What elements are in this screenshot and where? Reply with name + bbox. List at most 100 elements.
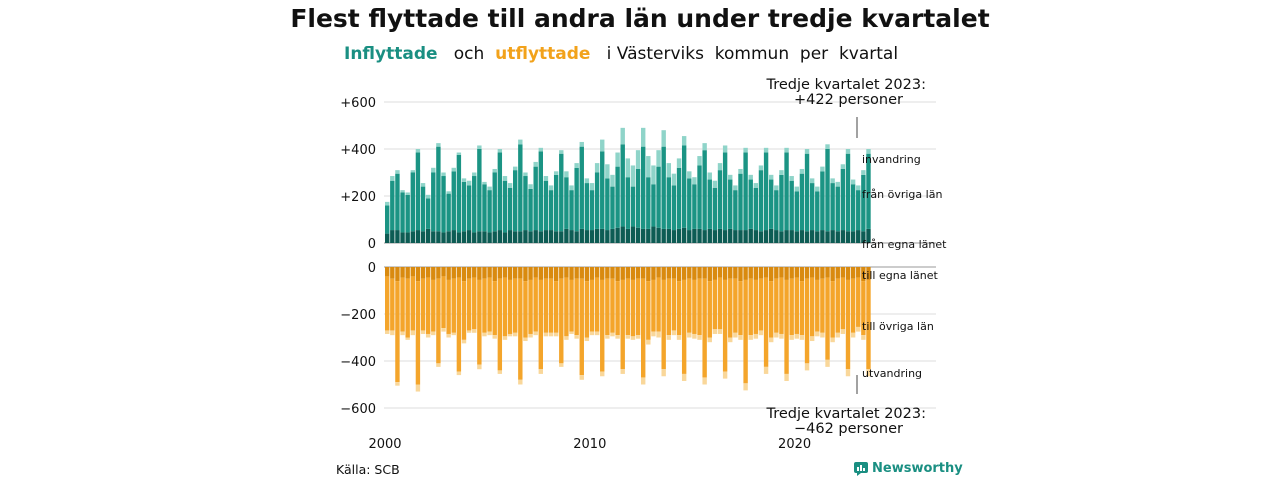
bar-out-till-övriga-län [845,279,851,370]
bar-in-från-övriga-län [574,167,579,232]
bar-out-till-egna-länet [707,267,712,282]
bar-in-från-egna-länet [866,228,871,243]
bar-in-invandring [405,192,410,195]
bar-out-utvandring [656,331,661,338]
bar-in-från-övriga-län [456,154,462,233]
bar-out-till-övriga-län [513,278,518,333]
bar-in-från-övriga-län [712,187,718,231]
bar-in-från-egna-länet [610,228,615,243]
bar-out-till-egna-länet [420,267,426,279]
bar-in-från-egna-länet [431,231,436,243]
bar-out-till-egna-länet [625,267,631,279]
bar-in-från-övriga-län [436,146,441,232]
bar-in-invandring [564,171,569,178]
bar-out-till-övriga-län [446,279,451,334]
bar-out-till-övriga-län [553,281,559,333]
bar-in-från-egna-länet [743,230,748,243]
bar-in-från-övriga-län [620,144,625,227]
bar-out-utvandring [553,332,559,337]
bar-out-till-egna-länet [763,267,769,278]
bar-in-invandring [584,178,590,184]
y-tick-label-in: +200 [340,190,376,205]
bar-in-från-övriga-län [600,151,605,229]
bar-out-utvandring [600,371,605,377]
bar-in-invandring [763,147,769,153]
bar-out-till-egna-länet [559,267,564,279]
bar-in-från-egna-länet [451,230,456,243]
bar-out-till-egna-länet [861,267,866,282]
bar-out-till-övriga-län [559,278,564,364]
bar-in-invandring [804,149,810,154]
bar-in-från-egna-länet [589,230,595,243]
bar-in-invandring [441,172,446,177]
bar-out-utvandring [861,335,866,340]
bar-out-till-egna-länet [564,267,569,278]
bar-in-från-egna-länet [641,228,646,243]
bar-in-från-egna-länet [605,230,610,243]
bar-out-till-egna-länet [748,267,753,279]
bar-out-till-övriga-län [579,278,584,376]
bar-in-från-egna-länet [507,230,513,243]
bar-out-utvandring [425,333,431,338]
bar-in-från-egna-länet [492,231,497,243]
bar-out-utvandring [815,331,820,337]
bar-out-till-övriga-län [497,278,503,371]
bar-out-till-övriga-län [630,279,636,337]
bar-in-invandring [605,164,610,179]
bar-out-till-övriga-län [656,277,661,332]
bar-out-till-egna-länet [646,267,651,282]
bar-in-från-övriga-län [390,180,395,231]
bar-out-till-övriga-län [584,281,590,338]
bar-in-från-egna-länet [646,228,651,243]
bar-out-utvandring [385,330,390,334]
bar-out-till-egna-länet [697,267,702,279]
bar-in-från-övriga-län [743,152,748,231]
bar-out-utvandring [574,335,579,339]
bar-in-invandring [743,147,748,153]
bar-out-till-övriga-län [748,278,753,336]
bar-in-från-övriga-län [748,179,753,229]
bar-in-invandring [589,183,595,191]
bar-out-utvandring [487,331,492,336]
bar-in-från-egna-länet [769,228,774,243]
bar-out-till-egna-länet [456,267,462,278]
bar-out-till-övriga-län [482,278,487,333]
bar-in-invandring [518,139,523,145]
bar-in-invandring [646,156,651,178]
bar-out-till-övriga-län [676,281,682,336]
bar-in-från-övriga-län [610,186,615,229]
bar-in-invandring [513,166,518,171]
bar-out-till-egna-länet [441,267,446,277]
bar-in-från-egna-länet [856,230,861,243]
bar-in-från-övriga-län [799,173,805,231]
bar-in-från-egna-länet [774,230,779,243]
bar-in-invandring [415,149,421,153]
y-tick-label-out: −200 [340,308,376,323]
bar-in-invandring [523,172,528,177]
bar-in-invandring [610,174,615,187]
chart-title: Flest flyttade till andra län under tred… [290,4,990,33]
bar-in-invandring [702,143,707,151]
bar-out-till-egna-länet [605,267,610,279]
bar-in-invandring [707,172,712,180]
bar-in-från-övriga-län [681,145,687,228]
bar-out-utvandring [625,335,631,339]
bar-in-invandring [600,139,605,152]
bar-out-till-övriga-län [548,278,554,333]
bar-in-från-egna-länet [789,230,794,243]
bar-in-från-egna-länet [661,228,666,243]
bar-in-från-övriga-län [477,149,482,232]
bar-in-från-övriga-län [487,190,492,233]
bar-in-från-egna-länet [830,230,835,243]
bar-out-till-övriga-län [794,277,799,334]
bar-out-utvandring [472,329,477,333]
brand-name: Newsworthy [872,461,963,476]
bar-out-utvandring [502,336,508,340]
bar-out-till-övriga-län [692,279,697,334]
bar-out-till-övriga-län [431,279,436,332]
bar-in-invandring [717,163,723,171]
bar-out-utvandring [569,331,574,334]
bar-out-till-egna-länet [630,267,636,280]
bar-out-utvandring [630,336,636,340]
bar-in-invandring [830,178,835,184]
